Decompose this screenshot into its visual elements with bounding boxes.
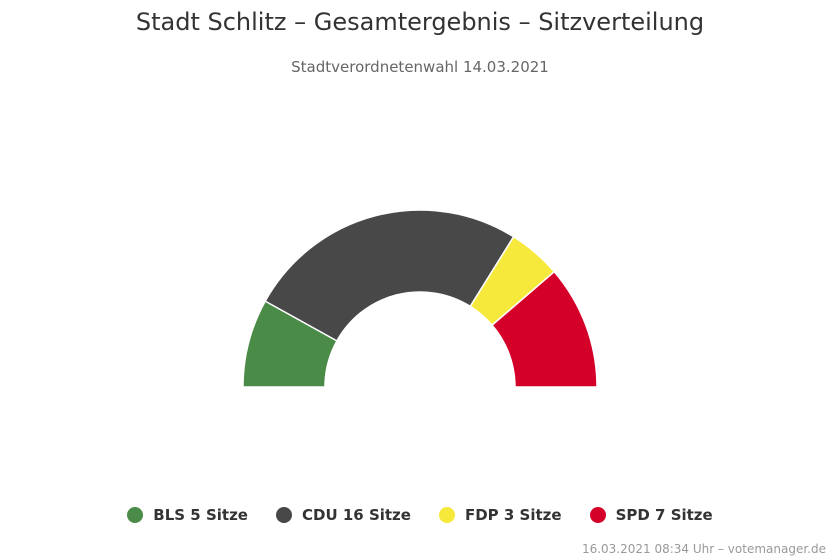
legend-label: SPD 7 Sitze	[615, 506, 713, 524]
legend-item-cdu[interactable]: CDU 16 Sitze	[275, 506, 411, 524]
legend-item-fdp[interactable]: FDP 3 Sitze	[438, 506, 562, 524]
legend-dot-icon	[275, 507, 292, 523]
chart-subtitle: Stadtverordnetenwahl 14.03.2021	[291, 58, 549, 76]
chart-legend: BLS 5 Sitze CDU 16 Sitze FDP 3 Sitze SPD 7 …	[0, 506, 840, 524]
chart-credit[interactable]: 16.03.2021 08:34 Uhr – votemanager.de	[581, 542, 826, 556]
legend-label: BLS 5 Sitze	[153, 506, 248, 524]
legend-dot-icon	[127, 507, 144, 523]
seat-slice-spd[interactable]	[491, 270, 598, 388]
chart-title: Stadt Schlitz – Gesamtergebnis – Sitzver…	[135, 8, 705, 36]
legend-dot-icon	[589, 507, 606, 523]
legend-label: FDP 3 Sitze	[464, 506, 562, 524]
seat-slice-cdu[interactable]	[264, 209, 515, 342]
legend-item-bls[interactable]: BLS 5 Sitze	[127, 506, 248, 524]
legend-item-spd[interactable]: SPD 7 Sitze	[589, 506, 713, 524]
legend-dot-icon	[438, 507, 455, 523]
legend-label: CDU 16 Sitze	[301, 506, 411, 524]
